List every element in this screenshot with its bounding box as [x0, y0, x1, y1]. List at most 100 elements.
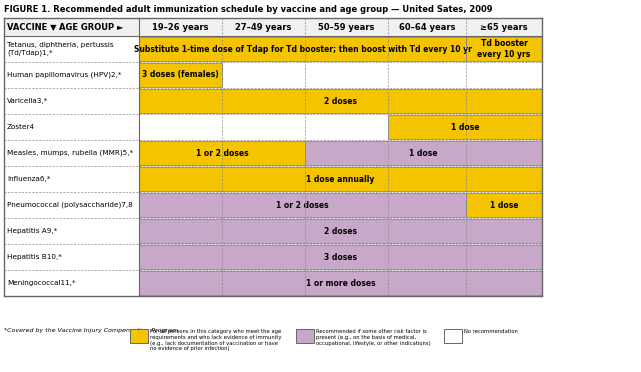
Bar: [139, 271, 542, 295]
Bar: [466, 166, 542, 192]
Bar: [466, 114, 542, 140]
Bar: [4, 36, 139, 62]
Bar: [296, 329, 314, 343]
Bar: [4, 192, 139, 218]
Bar: [305, 140, 388, 166]
Bar: [139, 192, 222, 218]
Text: VACCINE ▼: VACCINE ▼: [7, 22, 56, 32]
Bar: [4, 166, 139, 192]
Text: Recommended if some other risk factor is
present (e.g., on the basis of medical,: Recommended if some other risk factor is…: [316, 329, 431, 346]
Bar: [305, 36, 388, 62]
Text: Human papillomavirus (HPV)2,*: Human papillomavirus (HPV)2,*: [7, 72, 122, 78]
Bar: [388, 114, 466, 140]
Bar: [388, 192, 466, 218]
Bar: [388, 166, 466, 192]
Bar: [4, 218, 139, 244]
Bar: [305, 114, 388, 140]
Bar: [388, 270, 466, 296]
Text: 1 or 2 doses: 1 or 2 doses: [276, 201, 329, 209]
Bar: [222, 192, 305, 218]
Bar: [139, 141, 305, 165]
Bar: [139, 244, 222, 270]
Bar: [139, 88, 222, 114]
Bar: [305, 166, 388, 192]
Text: Td booster
every 10 yrs: Td booster every 10 yrs: [478, 39, 531, 59]
Bar: [222, 218, 305, 244]
Bar: [305, 141, 542, 165]
Text: 1 or 2 doses: 1 or 2 doses: [196, 148, 248, 157]
Text: ≥65 years: ≥65 years: [480, 22, 528, 32]
Bar: [305, 244, 388, 270]
Text: 27–49 years: 27–49 years: [235, 22, 292, 32]
Bar: [139, 166, 222, 192]
Bar: [222, 62, 305, 88]
Bar: [139, 193, 466, 217]
Bar: [388, 88, 466, 114]
Bar: [222, 88, 305, 114]
Bar: [466, 88, 542, 114]
Bar: [130, 329, 148, 343]
Text: 1 or more doses: 1 or more doses: [306, 279, 376, 288]
Bar: [466, 218, 542, 244]
Bar: [222, 244, 305, 270]
Bar: [139, 63, 222, 87]
Text: 50–59 years: 50–59 years: [319, 22, 375, 32]
Bar: [4, 18, 542, 36]
Text: AGE GROUP ►: AGE GROUP ►: [59, 22, 124, 32]
Text: Zoster4: Zoster4: [7, 124, 35, 130]
Text: Varicella3,*: Varicella3,*: [7, 98, 48, 104]
Bar: [222, 36, 305, 62]
Text: 19–26 years: 19–26 years: [153, 22, 209, 32]
Bar: [305, 270, 388, 296]
Text: 1 dose annually: 1 dose annually: [306, 174, 375, 183]
Text: 3 doses: 3 doses: [324, 253, 357, 262]
Bar: [139, 245, 542, 269]
Bar: [222, 114, 305, 140]
Text: Meningococcal11,*: Meningococcal11,*: [7, 280, 76, 286]
Text: *Covered by the Vaccine Injury Compensation Program.: *Covered by the Vaccine Injury Compensat…: [4, 328, 180, 333]
Bar: [466, 192, 542, 218]
Bar: [4, 270, 139, 296]
Text: FIGURE 1. Recommended adult immunization schedule by vaccine and age group — Uni: FIGURE 1. Recommended adult immunization…: [4, 5, 492, 14]
Bar: [4, 140, 139, 166]
Bar: [222, 140, 305, 166]
Bar: [305, 88, 388, 114]
Bar: [466, 37, 542, 61]
Bar: [466, 140, 542, 166]
Text: Hepatitis A9,*: Hepatitis A9,*: [7, 228, 57, 234]
Bar: [139, 62, 222, 88]
Bar: [4, 88, 139, 114]
Bar: [4, 244, 139, 270]
Text: Substitute 1-time dose of Tdap for Td booster; then boost with Td every 10 yr: Substitute 1-time dose of Tdap for Td bo…: [133, 45, 471, 54]
Bar: [305, 62, 388, 88]
Bar: [466, 36, 542, 62]
Text: 3 doses (females): 3 doses (females): [142, 71, 219, 80]
Bar: [222, 270, 305, 296]
Bar: [139, 89, 542, 113]
Bar: [139, 36, 222, 62]
Text: Influenza6,*: Influenza6,*: [7, 176, 51, 182]
Bar: [388, 115, 542, 139]
Text: 1 dose: 1 dose: [451, 122, 479, 131]
Bar: [305, 192, 388, 218]
Bar: [139, 114, 222, 140]
Text: Pneumococcal (polysaccharide)7,8: Pneumococcal (polysaccharide)7,8: [7, 202, 133, 208]
Bar: [139, 140, 222, 166]
Bar: [139, 37, 466, 61]
Bar: [388, 36, 466, 62]
Text: 1 dose: 1 dose: [490, 201, 519, 209]
Bar: [222, 166, 305, 192]
Text: Tetanus, diphtheria, pertussis
(Td/Tdap)1,*: Tetanus, diphtheria, pertussis (Td/Tdap)…: [7, 42, 113, 56]
Bar: [4, 114, 139, 140]
Text: No recommendation: No recommendation: [464, 329, 518, 334]
Text: 2 doses: 2 doses: [324, 96, 357, 106]
Bar: [305, 218, 388, 244]
Text: Measles, mumps, rubella (MMR)5,*: Measles, mumps, rubella (MMR)5,*: [7, 150, 133, 156]
Bar: [466, 244, 542, 270]
Bar: [388, 62, 466, 88]
Bar: [388, 218, 466, 244]
Bar: [466, 270, 542, 296]
Bar: [139, 167, 542, 191]
Text: 60–64 years: 60–64 years: [399, 22, 455, 32]
Text: 1 dose: 1 dose: [409, 148, 438, 157]
